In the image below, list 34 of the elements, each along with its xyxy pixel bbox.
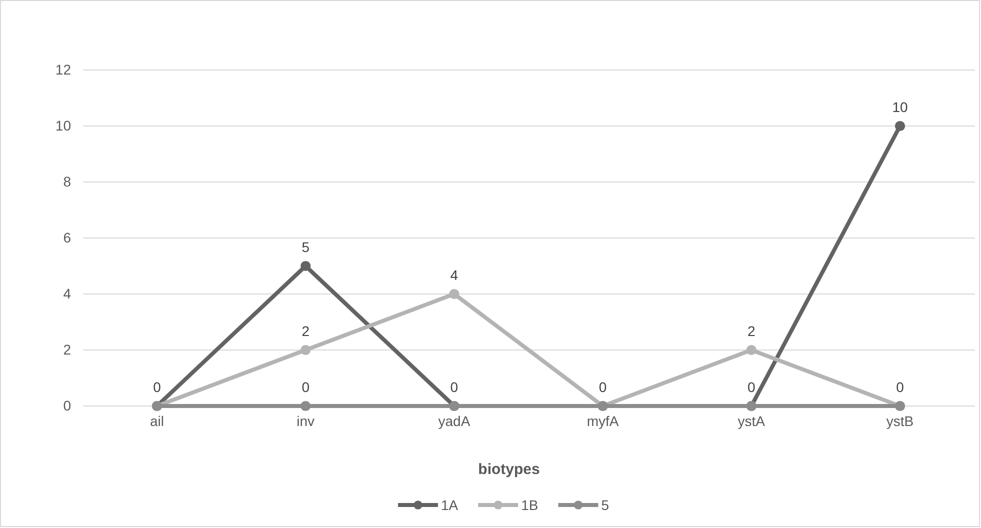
data-label: 0 <box>302 379 310 395</box>
data-label: 2 <box>302 323 310 339</box>
y-tick-label: 2 <box>63 341 72 358</box>
data-label: 4 <box>450 267 458 283</box>
point <box>894 120 906 132</box>
point <box>449 288 460 300</box>
data-label: 10 <box>892 99 908 115</box>
y-tick-label: 8 <box>63 173 72 190</box>
x-tick-label: inv <box>296 412 315 429</box>
data-label: 0 <box>748 379 756 395</box>
y-tick-label: 4 <box>63 285 72 302</box>
point <box>746 344 756 356</box>
data-label: 5 <box>302 239 310 255</box>
x-tick-label: myfA <box>586 412 620 429</box>
legend-label: 5 <box>601 497 610 513</box>
legend-label: 1B <box>521 497 538 513</box>
point <box>300 344 311 356</box>
x-tick-label: yadA <box>438 412 471 429</box>
x-tick-label: ystB <box>886 412 914 429</box>
y-tick-label: 12 <box>55 61 72 78</box>
y-tick-label: 0 <box>63 397 72 414</box>
data-label: 0 <box>153 379 162 395</box>
point <box>300 260 311 272</box>
data-label: 0 <box>896 379 904 395</box>
data-label: 0 <box>598 379 607 395</box>
x-tick-label: ail <box>150 412 164 429</box>
data-label: 0 <box>450 379 458 395</box>
y-tick-label: 6 <box>63 229 72 246</box>
x-axis-title: biotypes <box>478 461 540 478</box>
x-tick-label: ystA <box>738 412 766 429</box>
y-tick-label: 10 <box>55 117 72 134</box>
legend-label: 1A <box>441 497 459 513</box>
point <box>300 400 311 412</box>
data-label: 2 <box>748 323 756 339</box>
